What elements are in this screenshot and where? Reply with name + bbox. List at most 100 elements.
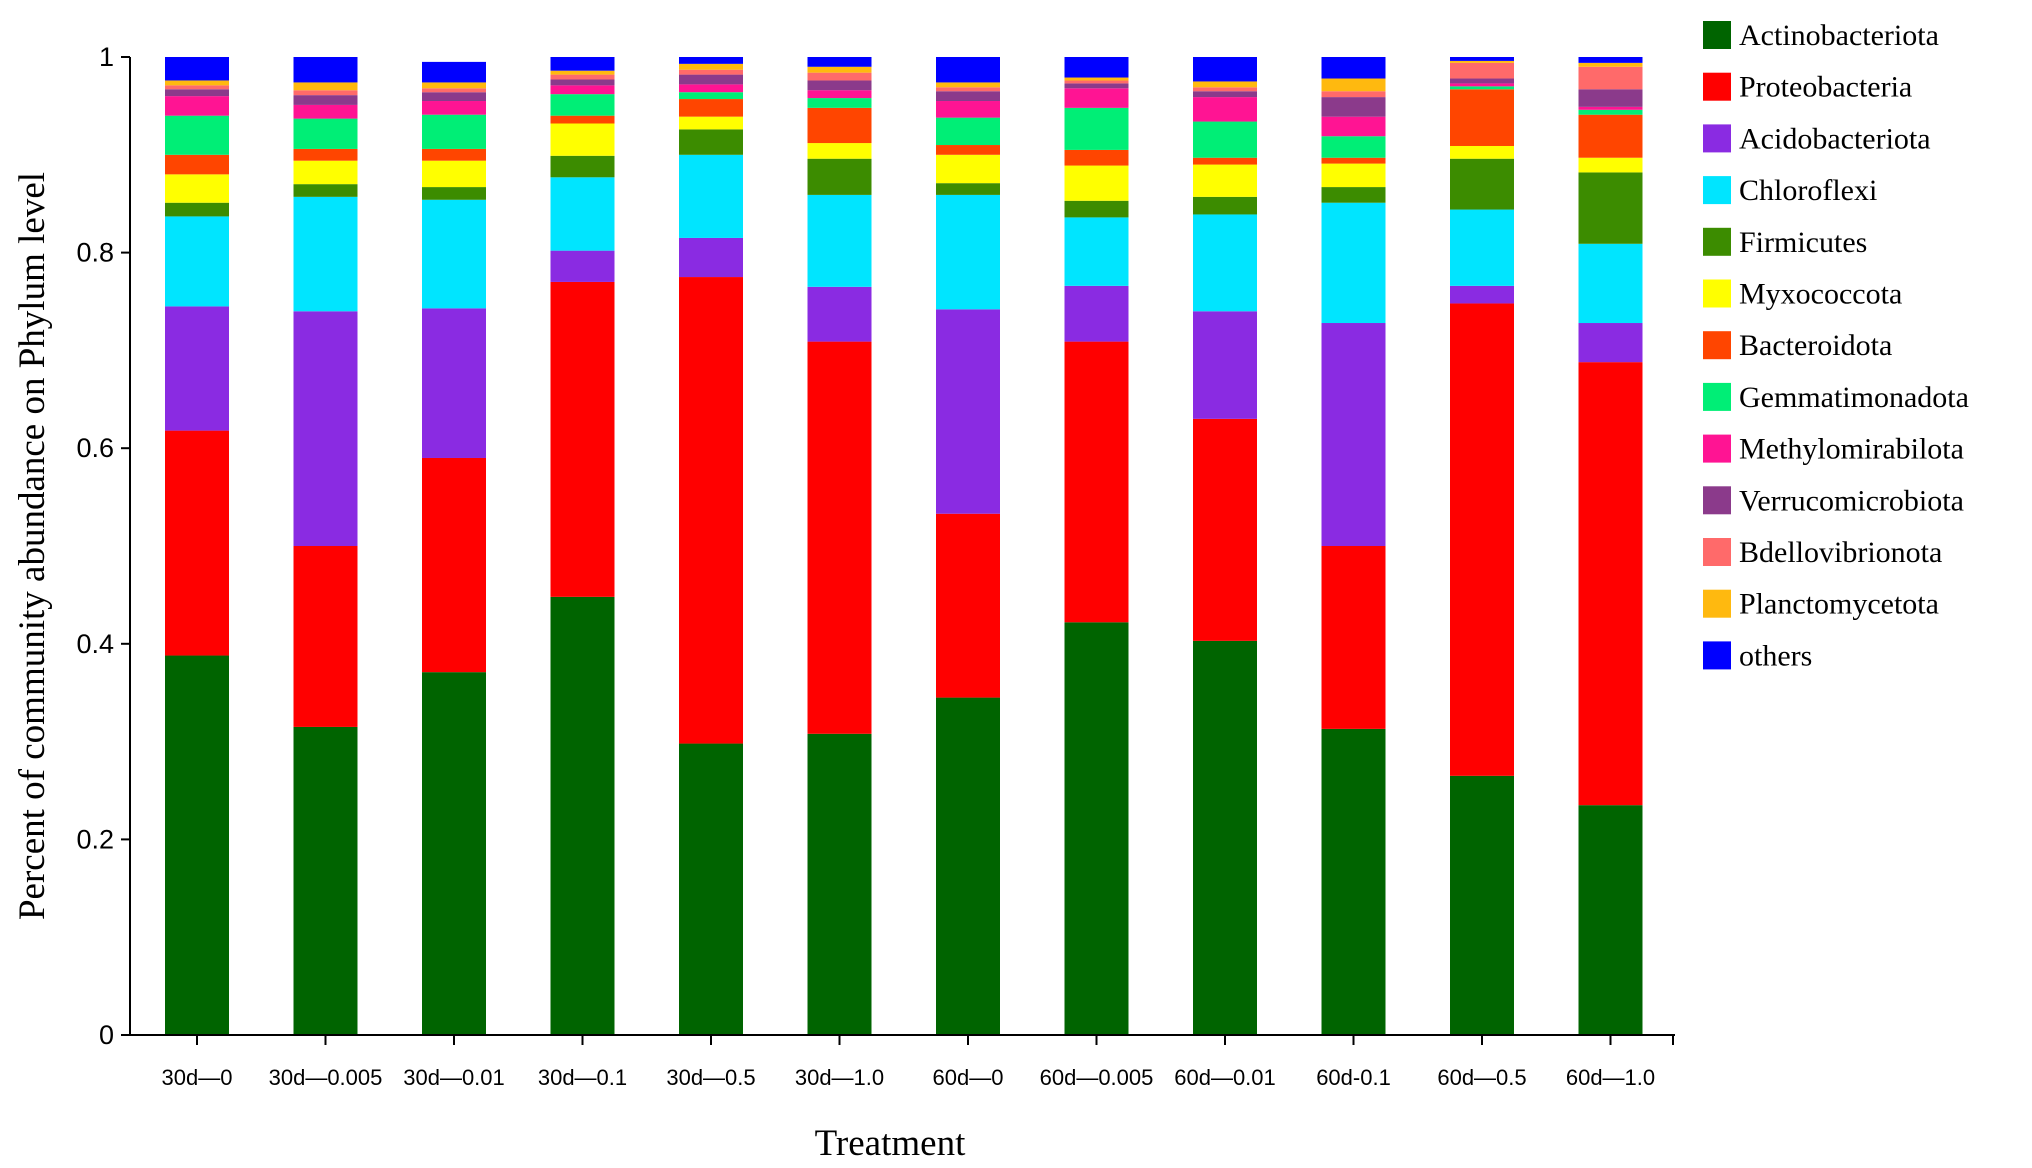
bar-segment-myxococcota	[1064, 165, 1129, 201]
bar-segment-actinobacteriota	[1193, 640, 1257, 1035]
bar-segment-methylomirabilota	[936, 101, 1000, 118]
bar-segment-actinobacteriota	[293, 726, 358, 1035]
y-ticks-group: 0 0.2 0.4 0.6 0.8 1	[76, 42, 130, 1050]
legend-item: Bdellovibrionota	[1703, 536, 1942, 569]
bar-segment-bdellovibrionota	[807, 72, 872, 81]
bar-segment-bdellovibrionota	[1321, 91, 1386, 98]
bar-segment-myxococcota	[165, 174, 229, 203]
legend-swatch	[1703, 124, 1731, 153]
bar-segment-planctomycetota	[936, 82, 1000, 88]
legend-item: others	[1703, 639, 1812, 672]
bar-segment-verrucomicrobiota	[1193, 91, 1257, 98]
x-tick-label: 60d—0.01	[1174, 1065, 1276, 1090]
bar-segment-myxococcota	[1321, 163, 1386, 188]
bar-segment-acidobacteriota	[422, 308, 486, 458]
bar-segment-firmicutes	[1193, 196, 1257, 215]
bar-segment-myxococcota	[293, 160, 358, 185]
legend-label: Acidobacteriota	[1739, 122, 1931, 155]
legend-swatch	[1703, 538, 1731, 566]
legend-item: Firmicutes	[1703, 226, 1867, 259]
legend-item: Bacteroidota	[1703, 329, 1892, 362]
bar-segment-others	[1064, 57, 1129, 78]
bar-segment-methylomirabilota	[1578, 106, 1643, 110]
bar-segment-proteobacteria	[807, 341, 872, 734]
bar-segment-bacteroidota	[679, 99, 743, 117]
bar-segment-bacteroidota	[165, 154, 229, 175]
bar-segment-planctomycetota	[550, 70, 615, 75]
bar-segment-actinobacteriota	[679, 743, 743, 1035]
bar-segment-firmicutes	[936, 183, 1000, 195]
bar-segment-methylomirabilota	[550, 85, 615, 95]
bar-segment-chloroflexi	[1193, 214, 1257, 312]
y-tick-label: 0.2	[76, 824, 114, 854]
bar-segment-verrucomicrobiota	[679, 74, 743, 85]
bar-segment-planctomycetota	[807, 66, 872, 73]
legend-swatch	[1703, 21, 1731, 49]
x-tick-label: 30d—0.1	[538, 1065, 627, 1090]
y-tick-label: 0.8	[76, 238, 114, 268]
bar-segment-proteobacteria	[679, 277, 743, 744]
bar-segment-methylomirabilota	[165, 96, 229, 116]
legend-label: Proteobacteria	[1739, 71, 1912, 104]
legend: Actinobacteriota Proteobacteria Acidobacte…	[1703, 19, 1969, 672]
bar-stack	[1321, 57, 1386, 1035]
bar-segment-bacteroidota	[1321, 157, 1386, 164]
bar-segment-acidobacteriota	[165, 306, 229, 431]
bar-stack	[1064, 57, 1129, 1035]
bar-segment-proteobacteria	[165, 430, 229, 656]
bar-segment-firmicutes	[1450, 158, 1514, 210]
bar-segment-myxococcota	[807, 143, 872, 159]
bar-segment-chloroflexi	[165, 216, 229, 307]
x-tick-label: 30d—0.5	[666, 1065, 755, 1090]
bar-segment-others	[936, 57, 1000, 83]
bar-segment-myxococcota	[422, 160, 486, 188]
bar-stack	[1193, 57, 1257, 1035]
bar-segment-planctomycetota	[1321, 78, 1386, 92]
axes-group	[129, 57, 1675, 1036]
bar-segment-verrucomicrobiota	[1321, 97, 1386, 117]
bar-segment-chloroflexi	[936, 194, 1000, 310]
bar-segment-firmicutes	[165, 202, 229, 217]
bar-segment-methylomirabilota	[807, 90, 872, 99]
bar-segment-acidobacteriota	[679, 237, 743, 278]
bar-segment-firmicutes	[1578, 172, 1643, 244]
bar-segment-actinobacteriota	[165, 655, 229, 1035]
legend-swatch	[1703, 331, 1731, 360]
bar-segment-firmicutes	[293, 184, 358, 197]
bar-segment-chloroflexi	[550, 177, 615, 251]
bar-segment-bdellovibrionota	[1193, 87, 1257, 92]
legend-swatch	[1703, 486, 1731, 515]
bar-segment-bdellovibrionota	[679, 69, 743, 75]
x-tick-label: 60d—0	[933, 1065, 1004, 1090]
bar-segment-bdellovibrionota	[1450, 62, 1514, 79]
bar-segment-bdellovibrionota	[936, 87, 1000, 92]
x-ticks-group: 30d—0 30d—0.005 30d—0.01 30d—0.1 30d—0.5 30d—…	[162, 1035, 1674, 1090]
legend-label: others	[1739, 639, 1812, 672]
bar-segment-firmicutes	[1064, 200, 1129, 218]
legend-swatch	[1703, 279, 1731, 308]
bar-segment-methylomirabilota	[1193, 97, 1257, 122]
x-tick-label: 30d—0.01	[403, 1065, 505, 1090]
bar-segment-chloroflexi	[1450, 209, 1514, 286]
y-tick-label: 1	[99, 42, 114, 72]
bar-segment-gemmatimonadota	[422, 114, 486, 149]
bar-segment-verrucomicrobiota	[807, 80, 872, 91]
legend-item: Verrucomicrobiota	[1703, 484, 1964, 517]
legend-item: Proteobacteria	[1703, 71, 1912, 104]
bar-segment-gemmatimonadota	[807, 98, 872, 108]
bar-segment-chloroflexi	[679, 154, 743, 238]
bar-segment-acidobacteriota	[807, 286, 872, 342]
legend-item: Chloroflexi	[1703, 174, 1877, 207]
bar-segment-planctomycetota	[1064, 77, 1129, 81]
legend-swatch	[1703, 176, 1731, 205]
x-tick-label: 60d—0.005	[1040, 1065, 1154, 1090]
y-tick-label: 0	[99, 1020, 114, 1050]
bar-segment-verrucomicrobiota	[1450, 78, 1514, 84]
bar-segment-acidobacteriota	[936, 309, 1000, 514]
legend-swatch	[1703, 641, 1731, 670]
bar-stack	[293, 57, 358, 1035]
bar-segment-actinobacteriota	[807, 733, 872, 1035]
bar-segment-methylomirabilota	[679, 84, 743, 93]
bar-segment-myxococcota	[936, 154, 1000, 184]
bar-segment-acidobacteriota	[1193, 311, 1257, 419]
